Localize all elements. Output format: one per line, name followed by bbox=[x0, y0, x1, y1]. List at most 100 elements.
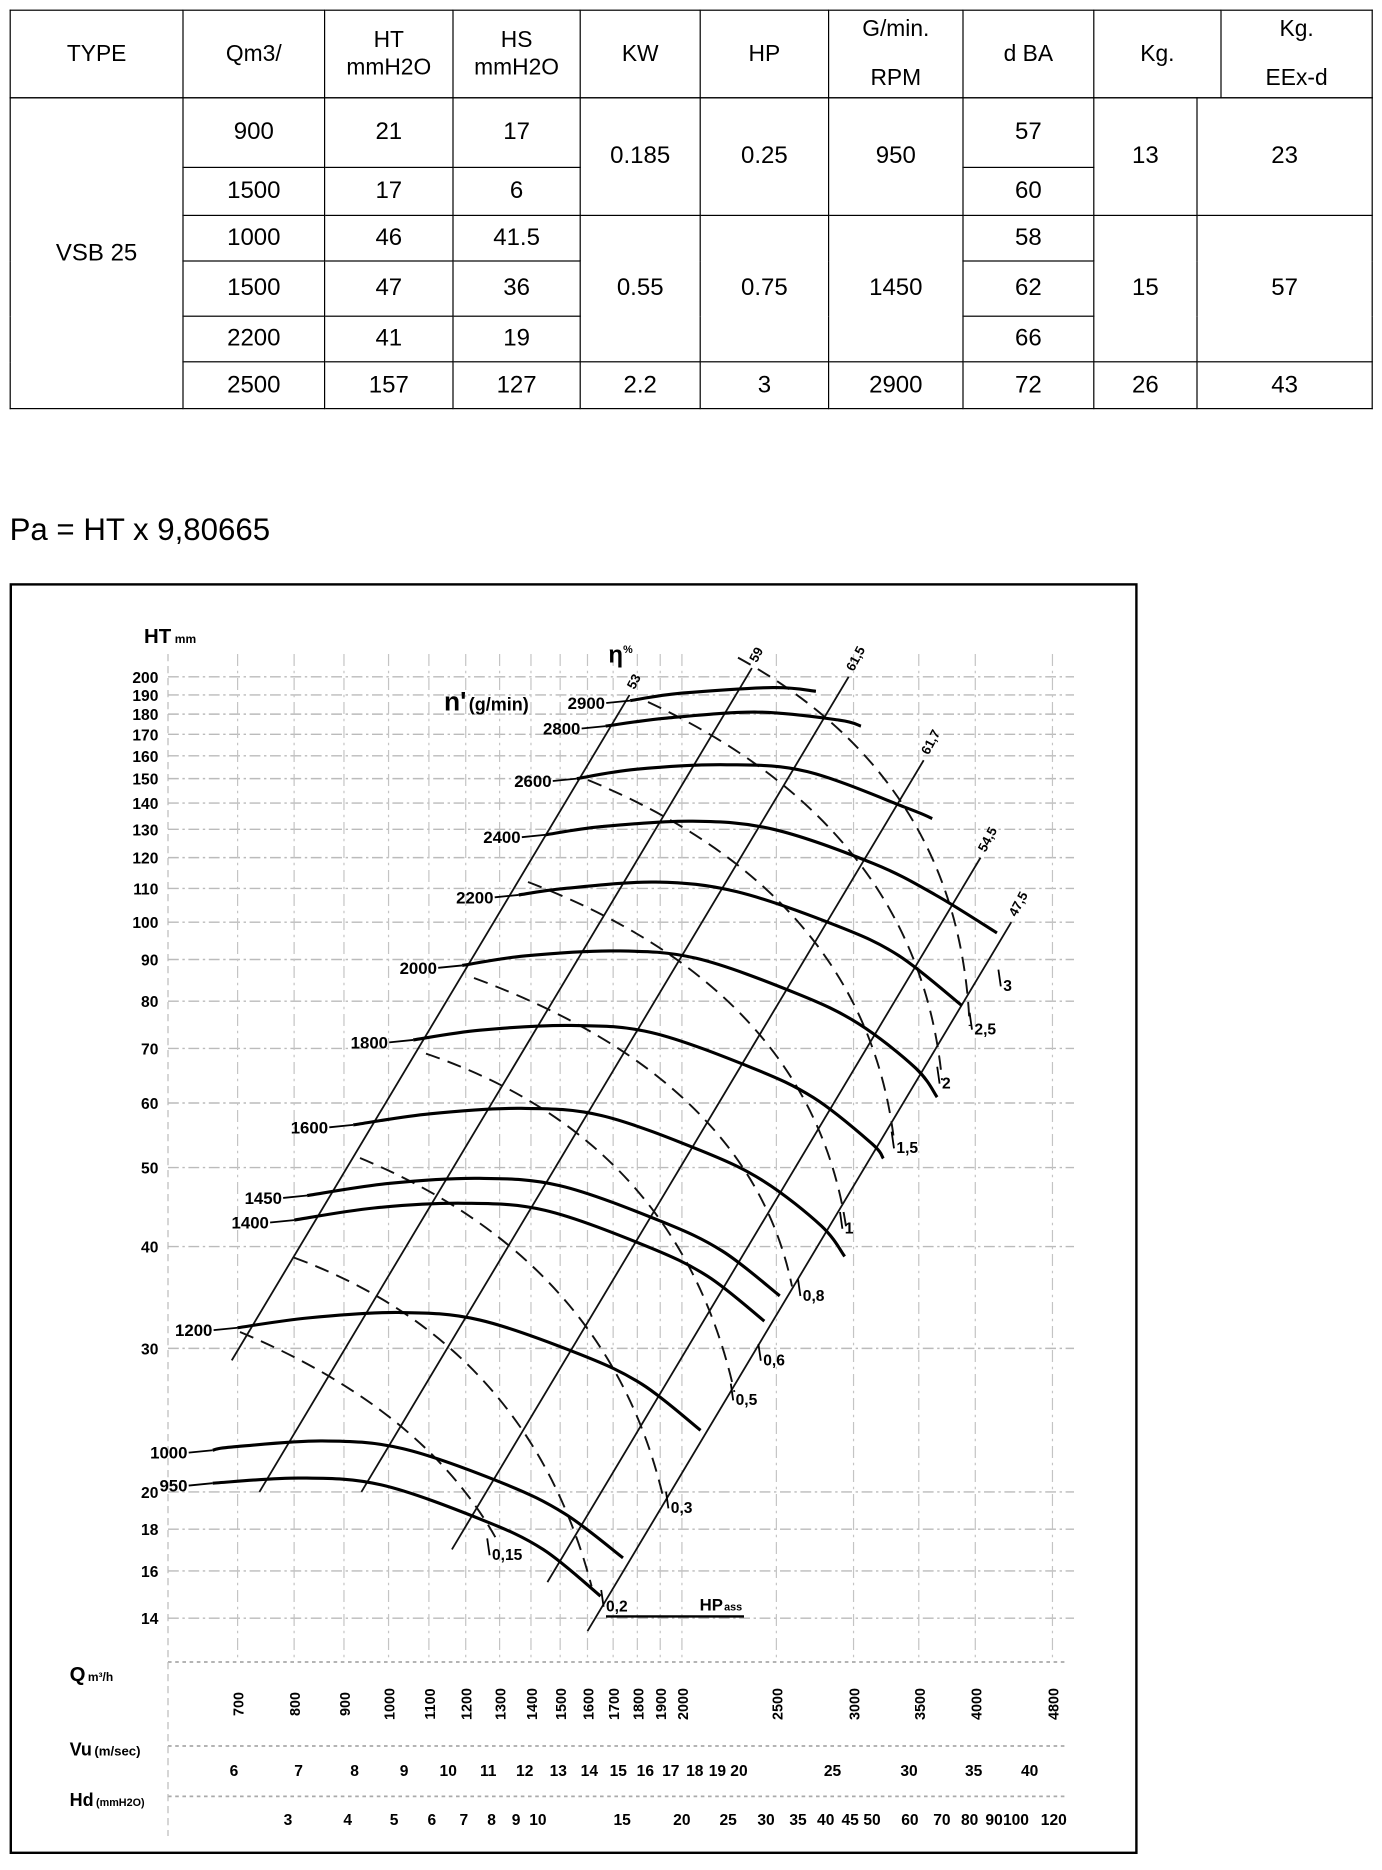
rpm-curve-2800 bbox=[605, 710, 862, 728]
table-row: 2200 41 19 66 bbox=[10, 315, 1372, 363]
vu-tick-label: 15 bbox=[610, 1763, 628, 1780]
rpm-label: 1400 bbox=[232, 1214, 269, 1233]
cell-hp: 0.75 bbox=[699, 214, 830, 363]
header-hs: HS mmH2O bbox=[452, 9, 581, 99]
x-tick-label: 700 bbox=[232, 1692, 248, 1716]
rpm-label: 2200 bbox=[456, 888, 493, 907]
x-tick-label: 2000 bbox=[676, 1688, 692, 1720]
power-axis-label: HPass bbox=[700, 1595, 743, 1614]
y-axis-label: HT mm bbox=[144, 626, 196, 648]
header-rpm: G/min. RPM bbox=[828, 9, 964, 99]
dashed-curve bbox=[647, 701, 943, 1081]
cell-dba: 60 bbox=[962, 166, 1095, 217]
power-label: 0,2 bbox=[606, 1599, 628, 1616]
x-tick-label: 1400 bbox=[525, 1688, 541, 1720]
rpm-label-leader bbox=[188, 1482, 213, 1487]
y-tick-label: 180 bbox=[132, 707, 158, 724]
x-tick-label: 800 bbox=[288, 1692, 304, 1716]
cell-ht: 47 bbox=[324, 260, 454, 317]
power-label: 2 bbox=[942, 1075, 951, 1092]
rpm-curve-1000 bbox=[212, 1439, 624, 1560]
power-label-tick bbox=[600, 1589, 605, 1607]
cell-hs: 17 bbox=[452, 97, 581, 169]
hd-tick-label: 4 bbox=[343, 1812, 352, 1829]
cell-kg: 15 bbox=[1093, 214, 1198, 363]
chart-grid bbox=[167, 654, 1075, 1837]
y-tick-label: 190 bbox=[132, 688, 158, 705]
rpm-curve-2600 bbox=[576, 763, 933, 821]
table-row: 2500 157 127 2.2 3 2900 72 26 43 bbox=[10, 361, 1373, 410]
hd-tick-label: 3 bbox=[284, 1812, 293, 1829]
dashed-curve bbox=[473, 977, 793, 1287]
hd-tick-label: 30 bbox=[757, 1812, 775, 1829]
header-ht: HT mmH2O bbox=[324, 9, 454, 99]
rpm-label-leader bbox=[270, 1219, 295, 1224]
y-tick-label: 170 bbox=[132, 727, 158, 744]
vu-tick-label: 10 bbox=[440, 1763, 458, 1780]
vu-tick-label: 17 bbox=[662, 1763, 679, 1780]
y-tick-label: 70 bbox=[141, 1041, 159, 1058]
rpm-curve-2000 bbox=[461, 949, 939, 1099]
vu-tick-label: 9 bbox=[400, 1763, 409, 1780]
y-tick-label: 60 bbox=[141, 1096, 159, 1113]
dashed-curve bbox=[359, 1157, 664, 1495]
efficiency-line bbox=[360, 676, 850, 1493]
y-tick-label: 20 bbox=[141, 1485, 159, 1502]
cell-kg-eexd: 23 bbox=[1196, 97, 1373, 217]
vu-tick-label: 8 bbox=[350, 1763, 359, 1780]
hd-tick-label: 100 bbox=[1003, 1812, 1029, 1829]
rpm-label: 1450 bbox=[245, 1189, 282, 1208]
x-tick-label: 2500 bbox=[770, 1688, 786, 1720]
rpm-label-leader bbox=[521, 833, 546, 839]
power-label: 3 bbox=[1003, 978, 1012, 995]
header-kg-eexd: Kg. EEx-d bbox=[1220, 9, 1373, 99]
cell-kg: 26 bbox=[1093, 361, 1198, 410]
power-label-tick bbox=[729, 1383, 735, 1401]
vu-tick-label: 11 bbox=[480, 1763, 497, 1780]
cell-q: 1500 bbox=[182, 260, 326, 317]
vu-tick-label: 35 bbox=[965, 1763, 983, 1780]
vu-tick-label: 6 bbox=[230, 1763, 239, 1780]
hd-tick-label: 90 bbox=[985, 1812, 1003, 1829]
rpm-label: 2000 bbox=[400, 959, 437, 978]
hd-axis-label: Hd (mmH2O) bbox=[70, 1790, 145, 1810]
y-tick-label: 150 bbox=[132, 772, 158, 789]
cell-dba: 57 bbox=[962, 97, 1095, 169]
vu-tick-label: 40 bbox=[1021, 1763, 1039, 1780]
cell-q: 1500 bbox=[182, 166, 326, 217]
cell-hs: 36 bbox=[452, 260, 581, 317]
power-label: 0,5 bbox=[736, 1392, 758, 1409]
power-label: 0,15 bbox=[492, 1547, 523, 1564]
y-tick-label: 200 bbox=[132, 670, 158, 687]
x-tick-label: 3000 bbox=[848, 1688, 864, 1720]
vu-tick-label: 18 bbox=[686, 1763, 704, 1780]
hd-tick-label: 80 bbox=[961, 1812, 979, 1829]
y-tick-label: 14 bbox=[141, 1611, 159, 1628]
x-tick-label: 4800 bbox=[1046, 1688, 1062, 1720]
header-kg-eexd-line2: EEx-d bbox=[1265, 66, 1328, 92]
power-label: 2,5 bbox=[974, 1021, 996, 1038]
y-tick-label: 90 bbox=[141, 952, 159, 969]
cell-kw: 0.55 bbox=[579, 214, 701, 363]
y-tick-label: 40 bbox=[141, 1240, 159, 1257]
y-tick-label: 160 bbox=[132, 749, 158, 766]
cell-dba: 72 bbox=[962, 361, 1095, 410]
hd-tick-label: 20 bbox=[673, 1812, 691, 1829]
hd-tick-label: 70 bbox=[933, 1812, 951, 1829]
efficiency-lines bbox=[230, 667, 1013, 1632]
vu-tick-label: 19 bbox=[709, 1763, 727, 1780]
header-rpm-line1: G/min. bbox=[862, 16, 930, 42]
hd-tick-label: 60 bbox=[901, 1812, 919, 1829]
x-tick-label: 3500 bbox=[913, 1688, 929, 1720]
rpm-label-leader bbox=[188, 1449, 213, 1454]
cell-type: VSB 25 bbox=[9, 97, 184, 410]
cell-kg-eexd: 43 bbox=[1196, 361, 1373, 410]
rpm-curve-1800 bbox=[412, 1023, 885, 1160]
cell-rpm: 2900 bbox=[828, 361, 964, 410]
efficiency-line bbox=[258, 667, 753, 1493]
hd-tick-label: 120 bbox=[1041, 1812, 1067, 1829]
efficiency-dashed-curves bbox=[239, 656, 971, 1587]
vu-tick-label: 12 bbox=[516, 1763, 534, 1780]
x-tick-label: 1000 bbox=[383, 1688, 399, 1720]
